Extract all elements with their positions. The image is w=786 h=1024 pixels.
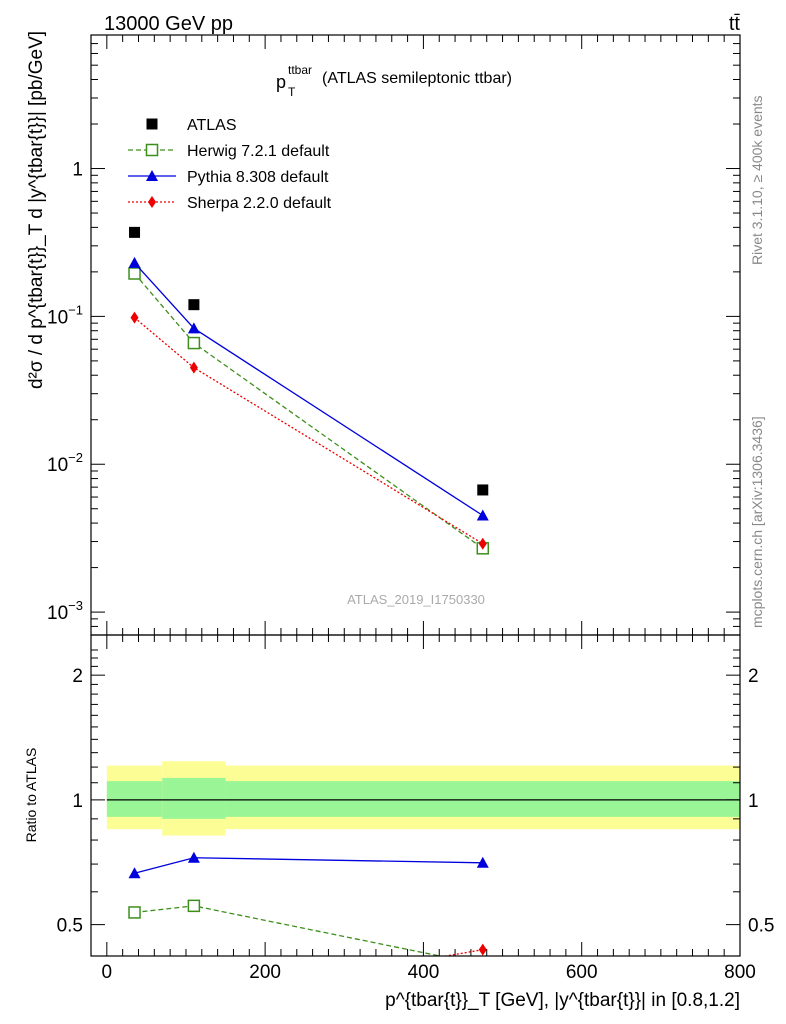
ratio-herwig-point — [128, 906, 141, 919]
x-tick-label: 200 — [249, 962, 281, 983]
x-tick-label: 0 — [102, 962, 113, 983]
main-sherpa-point — [130, 311, 139, 324]
process-label: tt̄ — [729, 13, 741, 35]
legend-item-sherpa: Sherpa 2.2.0 default — [128, 195, 332, 212]
plot-title-rest: (ATLAS semileptonic ttbar) — [322, 70, 512, 87]
main-sherpa-line — [134, 317, 484, 545]
legend-label: Sherpa 2.2.0 default — [187, 195, 332, 212]
main-atlas-point — [477, 484, 489, 496]
ratio-pythia-point — [128, 867, 141, 879]
legend-item-herwig: Herwig 7.2.1 default — [128, 143, 330, 160]
main-atlas-point — [188, 299, 200, 311]
main-pythia-line — [134, 262, 484, 517]
ratio-y-tick-label-left: 0.5 — [57, 916, 83, 937]
ratio-y-tick-label-left: 1 — [72, 791, 83, 812]
legend-label: ATLAS — [187, 117, 237, 134]
ratio-sherpa-line — [442, 949, 483, 956]
ratio-y-tick-label-right: 1 — [748, 791, 759, 812]
x-tick-label: 600 — [566, 962, 598, 983]
main-y-tick-label: 1 — [72, 160, 83, 181]
x-axis-ticks: 0 200 400 600 800 — [102, 35, 756, 983]
main-y-axis-ticks: 10−3 10−2 10−1 1 — [47, 34, 740, 636]
ratio-sherpa-point — [478, 943, 487, 956]
main-series-group — [128, 226, 490, 555]
legend-marker — [148, 196, 156, 208]
ratio-y-axis-ticks: 0.5 0.5 1 1 2 2 — [57, 649, 774, 937]
plot-title-main: p — [276, 72, 286, 92]
legend-marker — [145, 143, 159, 157]
main-herwig-point — [187, 336, 201, 350]
x-tick-label: 400 — [408, 962, 440, 983]
legend-label: Pythia 8.308 default — [187, 169, 329, 186]
legend-label: Herwig 7.2.1 default — [187, 143, 330, 160]
ratio-uncertainty-bands — [106, 761, 740, 836]
ratio-y-tick-label-left: 2 — [72, 666, 83, 687]
ratio-sherpa-point — [190, 993, 198, 1005]
ratio-series-group — [128, 851, 489, 1005]
main-sherpa-point — [478, 537, 487, 550]
main-y-tick-label: 10−2 — [47, 450, 83, 476]
plot-title: p ttbar T (ATLAS semileptonic ttbar) — [276, 63, 512, 99]
main-herwig-line — [134, 273, 484, 549]
ratio-pythia-point — [187, 851, 200, 863]
y-axis-title-main: d²σ / d p^{tbar{t}}_T d |y^{tbar{t}}| [p… — [26, 31, 47, 389]
energy-label: 13000 GeV pp — [104, 13, 233, 35]
main-pythia-point — [128, 256, 141, 268]
main-sherpa-point — [189, 361, 198, 374]
ratio-pythia-point — [476, 856, 489, 868]
ratio-band-inner — [162, 777, 226, 819]
y-axis-title-ratio: Ratio to ATLAS — [23, 748, 39, 843]
main-pythia-point — [476, 509, 489, 521]
x-tick-label: 800 — [724, 962, 756, 983]
main-herwig-point — [128, 267, 141, 280]
ratio-band-inner — [106, 781, 163, 817]
ratio-panel-frame — [90, 634, 741, 957]
legend-item-atlas: ATLAS — [146, 117, 237, 134]
main-pythia-point — [187, 322, 200, 334]
plot-title-sup: ttbar — [288, 63, 312, 77]
rivet-version-label: Rivet 3.1.10, ≥ 400k events — [749, 95, 765, 265]
legend-marker — [146, 118, 158, 130]
legend-item-pythia: Pythia 8.308 default — [128, 169, 329, 186]
main-atlas-point — [129, 226, 141, 238]
ratio-y-tick-label-right: 2 — [748, 666, 759, 687]
legend: ATLAS Herwig 7.2.1 default Pythia 8.308 de… — [128, 117, 332, 212]
ratio-herwig-point — [187, 899, 201, 913]
main-y-tick-label: 10−3 — [47, 598, 83, 624]
legend-marker — [146, 170, 158, 181]
ratio-y-tick-label-right: 0.5 — [748, 916, 774, 937]
analysis-watermark: ATLAS_2019_I1750330 — [347, 592, 485, 607]
main-y-tick-label: 10−1 — [47, 302, 83, 328]
ratio-herwig-point — [477, 959, 488, 970]
mcplots-label: mcplots.cern.ch [arXiv:1306.3436] — [749, 416, 765, 628]
ratio-band-inner — [225, 781, 740, 817]
ratio-pythia-line — [134, 857, 483, 874]
plot-title-sub: T — [288, 85, 296, 99]
x-axis-title: p^{tbar{t}}_T [GeV], |y^{tbar{t}}| in [0… — [385, 990, 740, 1011]
